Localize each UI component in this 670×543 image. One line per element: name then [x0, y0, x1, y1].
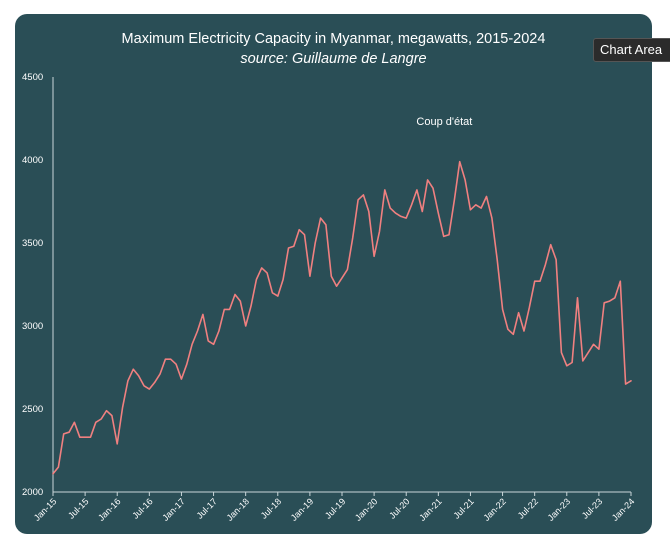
x-tick-label: Jul-18 — [259, 496, 283, 520]
x-tick-label: Jan-19 — [289, 496, 316, 523]
x-tick-label: Jul-19 — [323, 496, 347, 520]
x-tick-label: Jul-17 — [195, 496, 219, 520]
x-tick-label: Jan-18 — [225, 496, 252, 523]
x-tick-label: Jan-17 — [160, 496, 187, 523]
chart-title: Maximum Electricity Capacity in Myanmar,… — [121, 31, 546, 47]
x-tick-label: Jul-22 — [516, 496, 540, 520]
x-tick-label: Jul-20 — [387, 496, 411, 520]
x-tick-label: Jan-15 — [32, 496, 59, 523]
series-line — [52, 160, 632, 475]
y-tick-label: 2500 — [22, 404, 43, 415]
y-tick-label: 2000 — [22, 487, 43, 498]
x-tick-label: Jan-23 — [546, 496, 573, 523]
x-tick-label: Jan-22 — [481, 496, 508, 523]
x-tick-label: Jan-24 — [610, 496, 637, 523]
chart-area-tooltip: Chart Area — [593, 38, 670, 62]
y-tick-label: 4500 — [22, 72, 43, 83]
y-tick-label: 3500 — [22, 238, 43, 249]
x-tick-label: Jul-23 — [580, 496, 604, 520]
annotation-label: Coup d'état — [416, 116, 472, 128]
y-tick-label: 4000 — [22, 155, 43, 166]
x-tick-label: Jul-16 — [130, 496, 154, 520]
x-tick-label: Jan-20 — [353, 496, 380, 523]
x-tick-label: Jul-21 — [451, 496, 475, 520]
x-tick-label: Jan-16 — [96, 496, 123, 523]
x-tick-label: Jul-15 — [66, 496, 90, 520]
x-tick-label: Jan-21 — [417, 496, 444, 523]
y-tick-label: 3000 — [22, 321, 43, 332]
chart-subtitle: source: Guillaume de Langre — [240, 51, 427, 67]
chart-card: Maximum Electricity Capacity in Myanmar,… — [15, 14, 652, 534]
